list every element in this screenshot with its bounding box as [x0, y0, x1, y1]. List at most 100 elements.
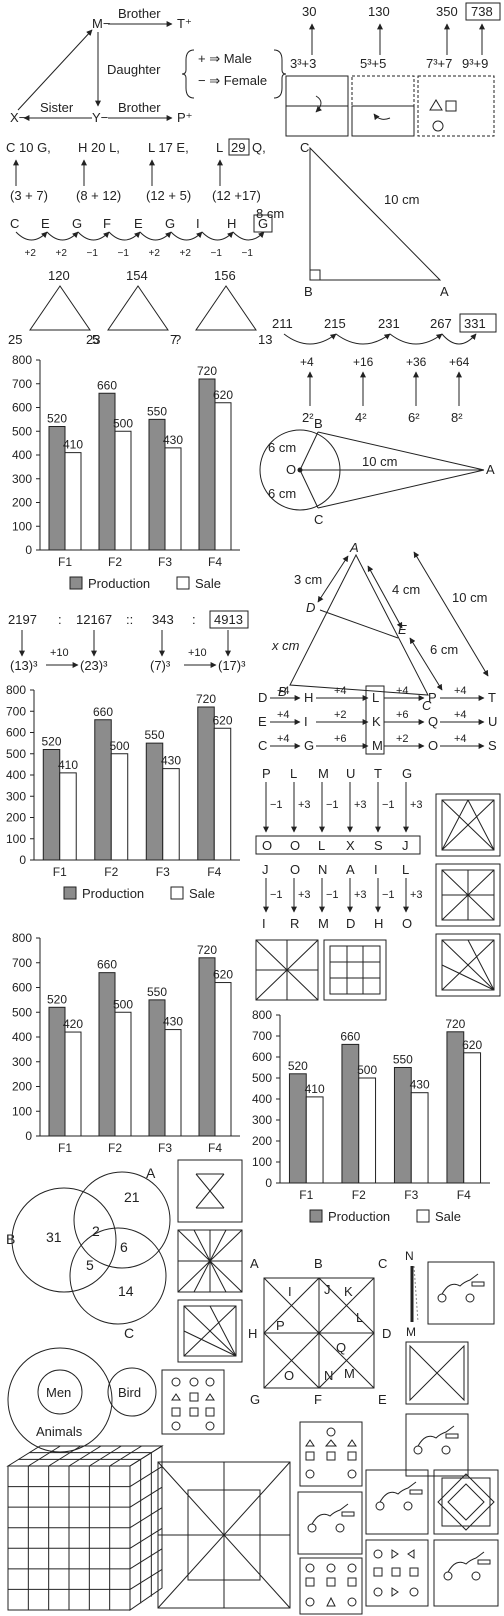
- coding-op: −1: [382, 889, 395, 901]
- sq-label-k: K: [344, 1284, 353, 1299]
- venn-2: 2: [92, 1223, 100, 1239]
- sq-label-g: G: [250, 1392, 260, 1407]
- mirror-m: M: [406, 1325, 416, 1339]
- y-tick-label: 200: [12, 1080, 32, 1094]
- cube-ratio: 2197 : 12167 :: 343 : 4913 (13)³ +10 (23…: [8, 611, 248, 673]
- coding-letter: D: [258, 690, 267, 705]
- y-tick-label: 500: [12, 424, 32, 438]
- x-tick-label: F3: [158, 555, 172, 569]
- bar-value-label: 620: [462, 1038, 482, 1052]
- number-triangle: [196, 286, 256, 330]
- coding-letter: M: [372, 738, 383, 753]
- cube-series-formula: 3³+3: [290, 56, 316, 71]
- x-tick-label: F2: [352, 1188, 366, 1202]
- coding-op: +2: [334, 709, 347, 721]
- x-tick-label: F1: [58, 555, 72, 569]
- letter-series-diff: +2: [180, 248, 192, 259]
- pattern-box-3: [436, 934, 500, 996]
- bar-chart-1: 0 100 200 300 400 500 600 700 800 F1 520 410 F2 660 50…: [12, 353, 240, 591]
- bar-sale: [115, 1012, 131, 1136]
- animals-diagram: Men Bird Animals: [8, 1348, 156, 1452]
- bar-value-label: 520: [41, 735, 61, 749]
- bar-value-label: 660: [340, 1029, 360, 1043]
- letter-series-diff: −1: [211, 248, 223, 259]
- tangent-a: A: [486, 462, 495, 477]
- y-tick-label: 600: [12, 401, 32, 415]
- coding-op: +4: [277, 685, 290, 697]
- x-tick-label: F4: [207, 865, 221, 879]
- mirror-object-6: [434, 1540, 498, 1606]
- bar-sale: [65, 453, 81, 550]
- similar-ad: 3 cm: [294, 572, 322, 587]
- tangent-c: C: [314, 512, 323, 527]
- legend-swatch: [64, 887, 76, 899]
- y-tick-label: 500: [252, 1071, 272, 1085]
- bar-sale: [60, 773, 76, 860]
- right-triangle: C B A 8 cm 10 cm: [256, 140, 449, 299]
- family-y: Y−: [92, 110, 108, 125]
- coding-op: +6: [334, 733, 347, 745]
- y-tick-label: 300: [6, 789, 26, 803]
- letter-number-top: H 20 L,: [78, 140, 120, 155]
- square-series-arc: [336, 334, 390, 344]
- letter-number-sum: (3 + 7): [10, 188, 48, 203]
- bar-value-label: 430: [163, 1015, 183, 1029]
- legend-swatch: [177, 577, 189, 589]
- coding-op: +4: [454, 733, 467, 745]
- x-tick-label: F4: [457, 1188, 471, 1202]
- square-series-square: 8²: [451, 410, 463, 425]
- coding-letter: T: [488, 690, 496, 705]
- coding-op: +4: [277, 733, 290, 745]
- bar-production: [199, 958, 215, 1136]
- coding-letter: H: [304, 690, 313, 705]
- coding-word2-letter: J: [262, 862, 269, 877]
- letter-series-arc: [78, 232, 109, 240]
- letter-series-letter: H: [227, 216, 236, 231]
- coding-letter: P: [428, 690, 437, 705]
- paper-folding: [286, 76, 494, 136]
- right-triangle-b: B: [304, 284, 313, 299]
- bar-value-label: 720: [197, 943, 217, 957]
- cube-ratio-num: ::: [126, 612, 133, 627]
- shapes-box-3: [300, 1558, 362, 1614]
- number-triangle-left: ?: [174, 332, 181, 347]
- mirror-n: N: [405, 1249, 414, 1263]
- coding-op: −1: [270, 889, 283, 901]
- square-series-square: 6²: [408, 410, 420, 425]
- y-tick-label: 100: [252, 1155, 272, 1169]
- square-series: 211 215 231 267 331+42²+164²+366²+648²: [272, 314, 496, 425]
- envelope-square: [158, 1462, 290, 1608]
- letter-series-arc: [109, 232, 140, 240]
- coding-code1-letter: J: [402, 838, 409, 853]
- sq-label-h: H: [248, 1326, 257, 1341]
- right-triangle-side: 8 cm: [256, 206, 284, 221]
- legend-label: Sale: [435, 1209, 461, 1224]
- bar-production: [199, 379, 215, 550]
- legend-label: Sale: [195, 576, 221, 591]
- letter-series-letter: G: [72, 216, 82, 231]
- letter-series-arc: [47, 232, 78, 240]
- square-series-value: 211: [272, 316, 293, 331]
- bar-value-label: 660: [93, 705, 113, 719]
- y-tick-label: 600: [12, 981, 32, 995]
- sq-label-e: E: [378, 1392, 387, 1407]
- bar-value-label: 720: [197, 364, 217, 378]
- square-series-value: 267: [430, 316, 452, 331]
- coding-op: +3: [354, 889, 367, 901]
- venn-5: 5: [86, 1257, 94, 1273]
- pattern-box-5: [324, 940, 386, 1000]
- coding-op: −1: [382, 799, 395, 811]
- letter-series-diff: +2: [25, 248, 37, 259]
- family-key-female: − ⇒ Female: [198, 73, 267, 88]
- x-tick-label: F4: [208, 555, 222, 569]
- cube-ratio-num: 343: [152, 612, 174, 627]
- y-tick-label: 400: [12, 448, 32, 462]
- family-x: X−: [10, 110, 26, 125]
- legend-swatch: [70, 577, 82, 589]
- coding-code2-letter: I: [262, 916, 266, 931]
- family-key-brace: [182, 50, 194, 98]
- x-tick-label: F2: [108, 555, 122, 569]
- bar-value-label: 660: [97, 378, 117, 392]
- bar-sale: [165, 1030, 181, 1136]
